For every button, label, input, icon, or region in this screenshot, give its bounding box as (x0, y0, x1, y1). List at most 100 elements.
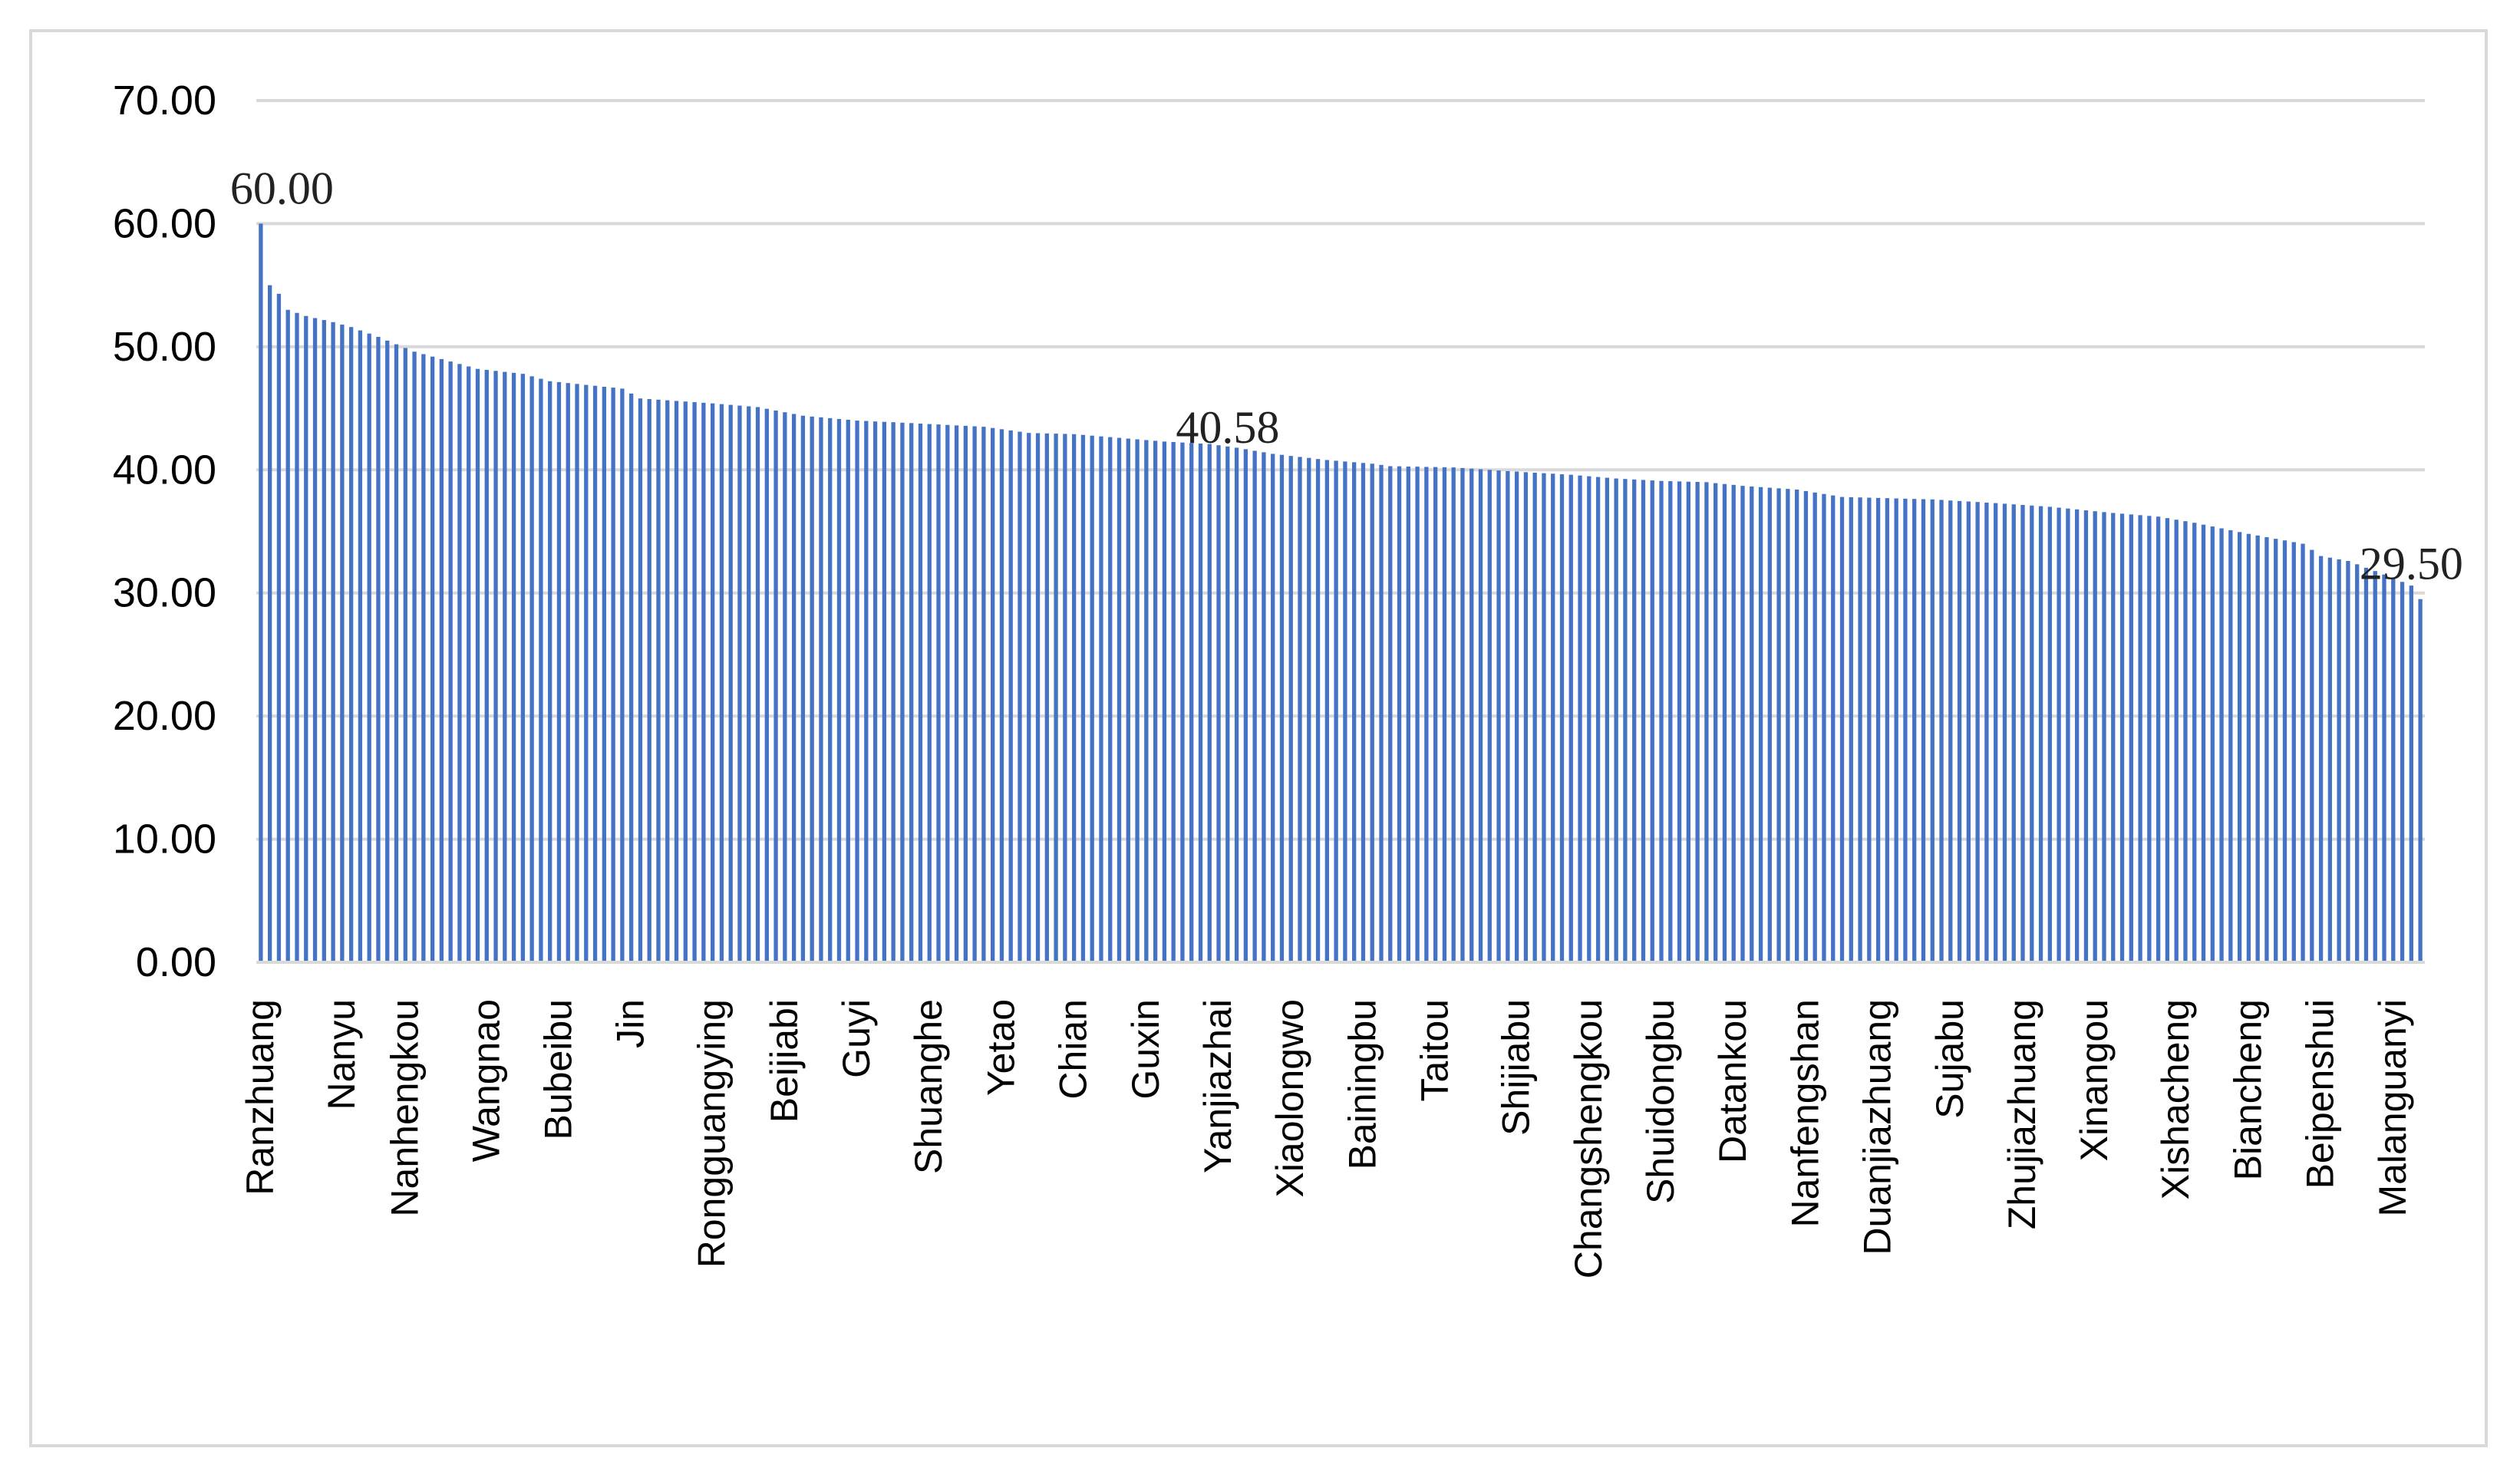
y-tick-label: 60.00 (113, 200, 216, 246)
bar (520, 374, 526, 962)
bar (1966, 501, 1971, 962)
bar (945, 424, 950, 962)
x-category-label: Bainingbu (1341, 999, 1384, 1169)
bar (1722, 483, 1727, 962)
bar (2083, 510, 2089, 962)
bar (1216, 445, 1221, 962)
bar (2119, 513, 2125, 962)
x-category-label: Shuanghe (907, 999, 950, 1174)
bar (2418, 599, 2423, 962)
bar (1803, 490, 1809, 962)
bar (1225, 446, 1230, 962)
bar (2138, 515, 2142, 962)
bar (1469, 468, 1474, 962)
bar (1189, 443, 1194, 962)
bar (448, 361, 453, 962)
bar (295, 312, 299, 962)
bar (1794, 489, 1799, 962)
bar (1298, 457, 1302, 962)
bar (1343, 461, 1347, 962)
chart-frame: 0.00 10.00 20.00 30.00 40.00 50.00 60.00 70.00 … (29, 29, 2488, 1447)
bar (828, 417, 833, 962)
bar (2228, 529, 2233, 962)
bar (1568, 474, 1573, 962)
bar (2057, 507, 2061, 962)
bar (1144, 440, 1149, 962)
bar (2291, 542, 2296, 962)
bar (376, 337, 381, 962)
bar (1731, 484, 1736, 962)
bar (1460, 467, 1465, 962)
bar (2192, 523, 2197, 962)
bar (1008, 430, 1013, 962)
bar (1315, 459, 1321, 962)
data-label: 60.00 (230, 163, 334, 213)
bar (2129, 514, 2133, 962)
bar (276, 293, 282, 962)
bar (1948, 500, 1953, 962)
bar (475, 368, 480, 963)
bar (2174, 520, 2179, 962)
bar (882, 421, 887, 962)
bar (259, 223, 263, 962)
bar (1831, 495, 1836, 962)
x-category-label: Duanjiazhuang (1856, 999, 1899, 1255)
bar (819, 417, 823, 962)
bar (1605, 477, 1610, 962)
bar (1135, 439, 1140, 962)
bar (1334, 460, 1338, 962)
bar (1822, 493, 1826, 962)
bar (846, 419, 850, 962)
bar (773, 410, 778, 962)
gridlines (256, 99, 2425, 841)
bar (1514, 471, 1519, 962)
bar (2030, 505, 2034, 962)
bar (836, 419, 842, 962)
bar (394, 344, 399, 962)
bar (1849, 496, 1853, 962)
bar (981, 427, 986, 962)
bar (1234, 447, 1239, 962)
bar (1207, 444, 1212, 962)
data-labels: 60.00 40.58 29.50 (230, 163, 2463, 589)
bar (864, 421, 869, 962)
bar (701, 402, 706, 962)
bar (1812, 492, 1817, 962)
bar (1352, 462, 1357, 962)
bar (629, 393, 634, 962)
bar (1650, 480, 1654, 962)
bar (1921, 499, 1926, 962)
bar (1740, 486, 1745, 962)
x-category-label: Nanyu (320, 999, 363, 1110)
bar (692, 402, 697, 962)
bar (710, 403, 715, 962)
bar (1288, 456, 1293, 962)
bar (918, 423, 923, 962)
bar (566, 383, 570, 962)
bar (1957, 500, 1962, 962)
bar (2264, 537, 2269, 962)
x-category-label: Nanfengshan (1783, 999, 1826, 1227)
x-category-label: Malanguanyi (2371, 999, 2414, 1217)
bar (2274, 539, 2278, 962)
bar (2318, 556, 2324, 962)
x-category-label: Changshengkou (1567, 999, 1610, 1278)
bar (2047, 506, 2052, 962)
bar (927, 424, 932, 962)
x-category-label: Xinangou (2073, 999, 2116, 1161)
bar (1271, 454, 1275, 962)
bar (1912, 499, 1917, 962)
bar (1587, 476, 1591, 962)
bar (1839, 496, 1845, 962)
bar (1054, 434, 1058, 962)
x-category-label: Xishacheng (2154, 999, 2197, 1199)
bar (2301, 543, 2305, 962)
bar (1361, 463, 1366, 962)
bar (1171, 442, 1176, 962)
bar (1487, 470, 1492, 962)
bar (1867, 497, 1872, 962)
x-category-label: Taitou (1413, 999, 1456, 1101)
bar (1162, 441, 1167, 962)
bar (1433, 467, 1438, 962)
bar (1885, 498, 1890, 962)
